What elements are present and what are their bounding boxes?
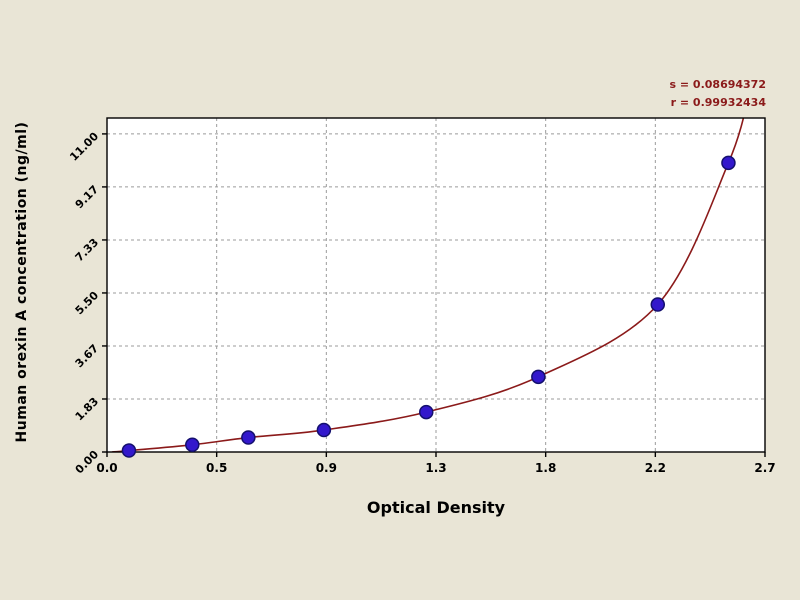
data-point bbox=[721, 155, 736, 171]
x-tick-label: 0.9 bbox=[316, 461, 337, 475]
data-point bbox=[316, 422, 332, 438]
data-point bbox=[185, 437, 200, 453]
fit-stderr-annotation: s = 0.08694372 bbox=[669, 78, 767, 91]
data-point bbox=[121, 443, 137, 458]
x-tick-label: 0.0 bbox=[96, 461, 117, 475]
x-tick-label: 1.8 bbox=[535, 461, 556, 475]
data-point bbox=[650, 297, 666, 312]
data-point bbox=[419, 404, 434, 420]
fit-correlation-annotation: r = 0.99932434 bbox=[670, 96, 766, 109]
data-point bbox=[531, 369, 546, 385]
x-tick-label: 2.2 bbox=[645, 461, 666, 475]
x-axis-title: Optical Density bbox=[366, 498, 506, 517]
x-tick-label: 2.7 bbox=[754, 461, 775, 475]
data-point bbox=[241, 430, 256, 445]
y-axis-title: Human orexin A concentration (ng/ml) bbox=[14, 121, 30, 443]
x-tick-label: 1.3 bbox=[425, 461, 446, 475]
x-tick-label: 0.5 bbox=[206, 461, 227, 475]
gridlines bbox=[107, 118, 765, 452]
data-points bbox=[121, 155, 736, 458]
